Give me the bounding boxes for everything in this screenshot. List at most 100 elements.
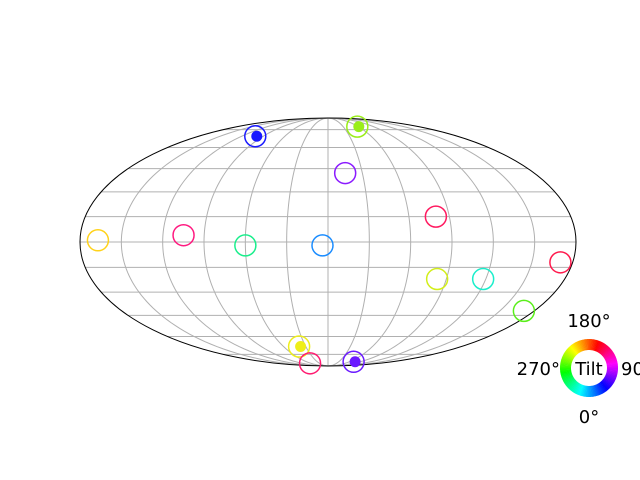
colorwheel-segment bbox=[596, 341, 603, 352]
point-ring bbox=[298, 352, 322, 375]
colorwheel-segment bbox=[562, 375, 574, 382]
colorwheel-segment bbox=[600, 346, 610, 356]
colorwheel-segment bbox=[606, 371, 618, 376]
colorwheel-segment bbox=[604, 376, 615, 384]
colorwheel-segment bbox=[595, 384, 602, 396]
colorwheel-segment bbox=[562, 354, 573, 361]
colorwheel-segment bbox=[565, 349, 576, 358]
colorwheel-segment bbox=[563, 377, 575, 385]
colorwheel-segment bbox=[600, 345, 609, 355]
colorwheel-segment bbox=[598, 382, 607, 393]
colorwheel-segment bbox=[592, 385, 597, 397]
tilt-colorwheel-legend: Tilt 180° 90° 0° 270° bbox=[517, 311, 640, 428]
colorwheel-segment bbox=[590, 385, 594, 397]
point-ring bbox=[287, 335, 311, 358]
colorwheel-segment bbox=[606, 370, 618, 375]
data-point bbox=[234, 234, 257, 257]
colorwheel-segment bbox=[561, 374, 573, 381]
colorwheel-segment bbox=[565, 378, 576, 387]
colorwheel-segment bbox=[606, 358, 618, 364]
colorwheel-segment bbox=[560, 370, 572, 375]
data-point bbox=[287, 335, 311, 358]
colorwheel-segment bbox=[570, 381, 579, 392]
colorwheel-segment bbox=[598, 382, 606, 394]
colorwheel-segment bbox=[601, 347, 611, 356]
colorwheel-segment bbox=[589, 385, 593, 397]
colorwheel-segment bbox=[566, 348, 576, 357]
colorwheel-center-label: Tilt bbox=[574, 359, 603, 380]
colorwheel-segment bbox=[598, 343, 607, 354]
colorwheel-segment bbox=[560, 369, 572, 373]
colorwheel-segment bbox=[593, 385, 599, 397]
colorwheel-segment bbox=[563, 376, 574, 383]
data-point bbox=[298, 352, 322, 375]
colorwheel-segment bbox=[595, 340, 601, 352]
colorwheel-segment bbox=[606, 360, 618, 365]
colorwheel-segment bbox=[570, 344, 579, 355]
colorwheel-segment bbox=[585, 339, 589, 351]
data-point bbox=[424, 205, 448, 228]
graticule bbox=[80, 118, 576, 366]
data-point bbox=[244, 125, 267, 148]
colorwheel-segment bbox=[590, 339, 594, 351]
point-tilt-marker bbox=[295, 341, 307, 353]
colorwheel-segment bbox=[582, 385, 587, 397]
data-point bbox=[86, 229, 110, 252]
colorwheel-segment bbox=[588, 339, 591, 351]
colorwheel-segment bbox=[584, 385, 588, 397]
colorwheel-segment bbox=[606, 372, 618, 377]
data-point bbox=[172, 223, 195, 247]
colorwheel-segment bbox=[568, 346, 577, 356]
colorwheel-segment bbox=[605, 374, 617, 380]
colorwheel-segment bbox=[594, 384, 600, 396]
point-ring bbox=[244, 125, 267, 148]
colorwheel-segment bbox=[564, 350, 575, 359]
point-ring bbox=[311, 234, 334, 257]
point-ring bbox=[549, 251, 572, 274]
colorwheel-segment bbox=[560, 372, 572, 378]
point-ring bbox=[172, 223, 195, 247]
colorwheel-segment bbox=[569, 381, 578, 391]
colorwheel-label-left: 270° bbox=[517, 359, 560, 380]
colorwheel-segment bbox=[604, 353, 615, 360]
colorwheel-segment bbox=[574, 383, 581, 394]
point-tilt-marker bbox=[251, 130, 263, 142]
colorwheel-segment bbox=[599, 344, 608, 355]
colorwheel-segment bbox=[564, 377, 575, 386]
colorwheel-segment bbox=[591, 339, 596, 351]
colorwheel-segment bbox=[605, 357, 617, 363]
colorwheel-segment bbox=[579, 339, 585, 351]
colorwheel-segment bbox=[575, 384, 582, 395]
colorwheel-segment bbox=[593, 339, 598, 351]
colorwheel-segment bbox=[569, 345, 578, 355]
colorwheel-segment bbox=[560, 371, 572, 376]
colorwheel-segment bbox=[606, 367, 618, 370]
colorwheel-segment bbox=[601, 379, 611, 389]
colorwheel-segment bbox=[581, 385, 586, 397]
colorwheel-segment bbox=[584, 339, 588, 351]
colorwheel-segment bbox=[560, 363, 572, 367]
colorwheel-segment bbox=[604, 354, 616, 361]
colorwheel-segment bbox=[561, 373, 573, 379]
colorwheel-label-bottom: 0° bbox=[579, 407, 599, 428]
data-point bbox=[425, 267, 449, 291]
colorwheel-segment bbox=[603, 351, 615, 359]
scatter-points bbox=[86, 115, 572, 375]
colorwheel-segment bbox=[567, 347, 577, 357]
colorwheel-segment bbox=[606, 366, 618, 368]
colorwheel-segment bbox=[594, 340, 600, 352]
colorwheel-segment bbox=[601, 380, 610, 390]
colorwheel-segment bbox=[578, 384, 584, 396]
point-ring bbox=[346, 115, 369, 138]
point-ring bbox=[342, 350, 365, 374]
colorwheel-segment bbox=[566, 379, 576, 388]
colorwheel-segment bbox=[573, 383, 581, 394]
colorwheel-segment bbox=[577, 384, 583, 396]
colorwheel-segment bbox=[581, 339, 586, 351]
colorwheel-segment bbox=[563, 353, 574, 360]
colorwheel-segment bbox=[596, 383, 603, 395]
colorwheel-segment bbox=[605, 375, 616, 382]
colorwheel-segment bbox=[578, 340, 584, 352]
colorwheel-segment bbox=[561, 356, 573, 362]
data-point bbox=[342, 350, 365, 374]
